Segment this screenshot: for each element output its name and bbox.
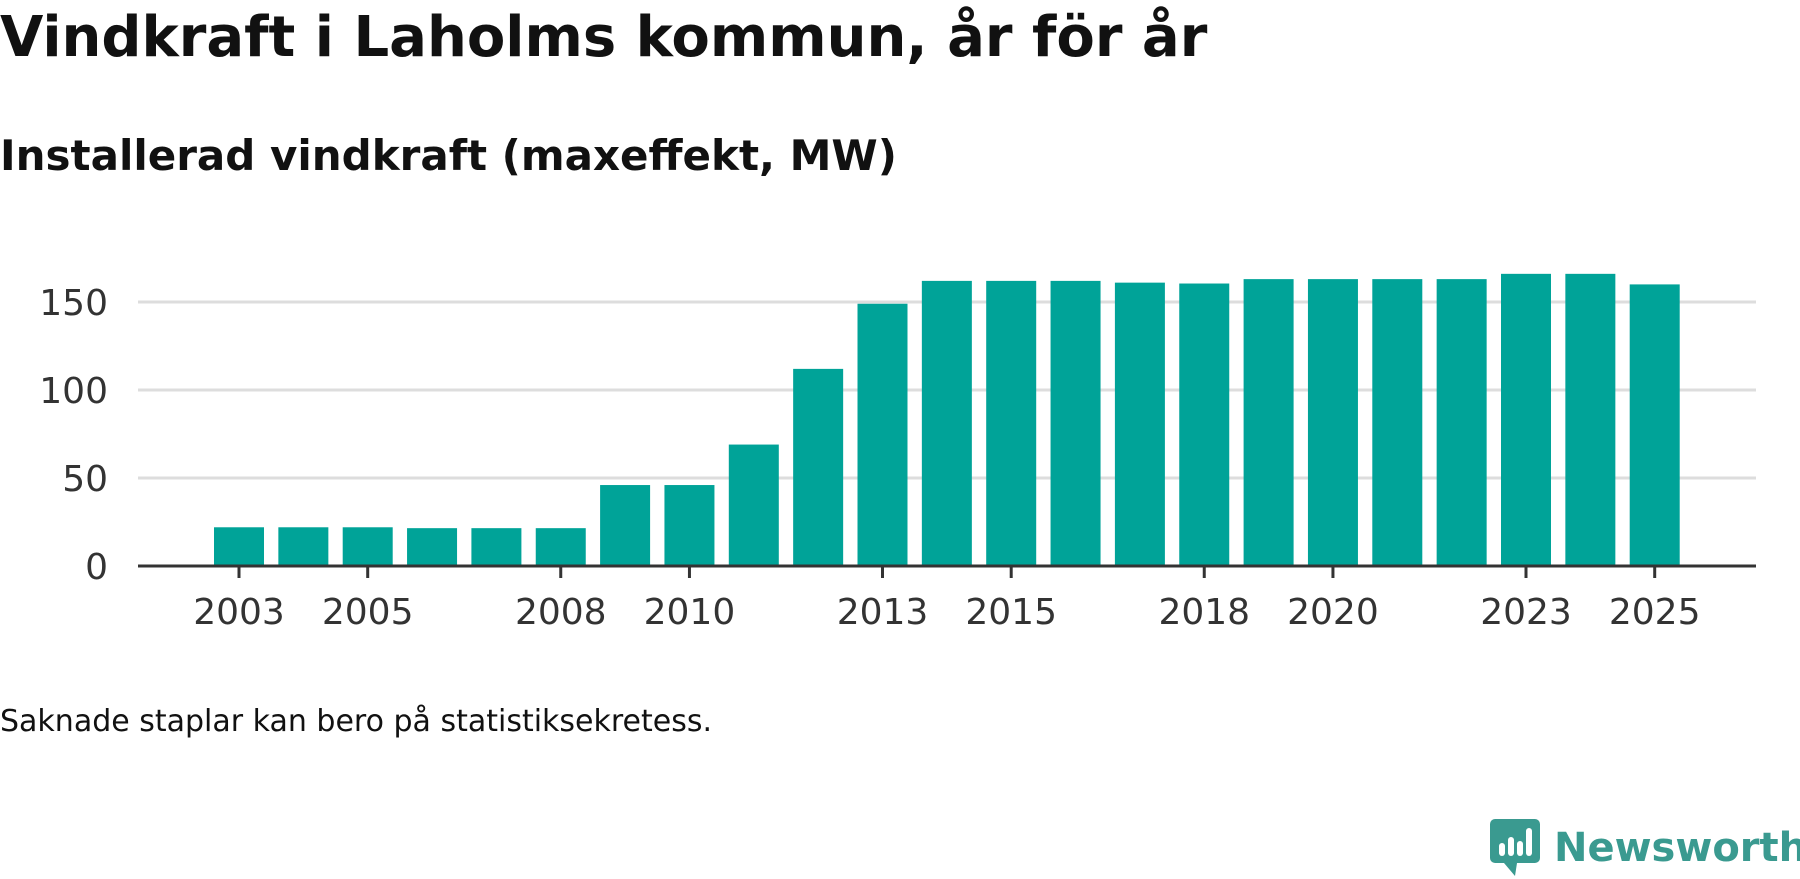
- bar-2006[interactable]: [407, 528, 458, 566]
- y-tick-label-100: 100: [39, 371, 108, 412]
- x-tick-label-2005: 2005: [322, 592, 414, 633]
- bars: [214, 273, 1680, 566]
- chart-subtitle: Installerad vindkraft (maxeffekt, MW): [0, 131, 897, 180]
- bar-2011[interactable]: [728, 444, 779, 566]
- bar-2014[interactable]: [921, 280, 972, 566]
- bar-2019[interactable]: [1243, 279, 1294, 566]
- chart-title: Vindkraft i Laholms kommun, år för år: [0, 5, 1208, 70]
- bar-2010[interactable]: [664, 485, 715, 566]
- x-tick-label-2008: 2008: [515, 592, 607, 633]
- bar-2018[interactable]: [1179, 283, 1230, 566]
- x-tick-label-2018: 2018: [1158, 592, 1250, 633]
- bar-2017[interactable]: [1114, 282, 1165, 566]
- footnote: Saknade staplar kan bero på statistiksek…: [0, 704, 713, 739]
- bar-2005[interactable]: [342, 527, 393, 566]
- y-tick-label-150: 150: [39, 283, 108, 324]
- x-axis-labels: 2003 2005 2008 2010 2013 2015 2018 2020 2023 2025: [193, 592, 1700, 633]
- brand[interactable]: Newsworthy: [1490, 818, 1800, 878]
- bar-2016[interactable]: [1050, 280, 1101, 566]
- x-tick-label-2025: 2025: [1609, 592, 1701, 633]
- bar-2012[interactable]: [793, 368, 844, 566]
- bar-2022[interactable]: [1436, 279, 1487, 566]
- y-tick-label-50: 50: [62, 459, 108, 500]
- y-axis-labels: 0 50 100 150: [39, 283, 108, 588]
- bar-2004[interactable]: [278, 527, 329, 566]
- bar-2009[interactable]: [600, 485, 651, 566]
- x-tick-label-2015: 2015: [965, 592, 1057, 633]
- x-tick-label-2013: 2013: [837, 592, 929, 633]
- x-axis: [138, 564, 1756, 578]
- x-tick-label-2020: 2020: [1287, 592, 1379, 633]
- newsworthy-logo-icon: [1490, 819, 1540, 876]
- x-tick-label-2010: 2010: [644, 592, 736, 633]
- bar-2025[interactable]: [1629, 284, 1680, 566]
- brand-name: Newsworthy: [1554, 825, 1800, 871]
- bar-2024[interactable]: [1565, 273, 1616, 566]
- bar-2007[interactable]: [471, 528, 522, 566]
- bar-2023[interactable]: [1501, 273, 1551, 566]
- bar-2020[interactable]: [1307, 279, 1358, 566]
- bar-2015[interactable]: [986, 280, 1037, 566]
- bar-2021[interactable]: [1372, 279, 1423, 566]
- y-tick-label-0: 0: [85, 547, 108, 588]
- bar-2003[interactable]: [214, 527, 264, 566]
- bar-2013[interactable]: [857, 303, 908, 566]
- x-tick-label-2023: 2023: [1480, 592, 1572, 633]
- bar-2008[interactable]: [535, 528, 586, 566]
- x-tick-label-2003: 2003: [193, 592, 285, 633]
